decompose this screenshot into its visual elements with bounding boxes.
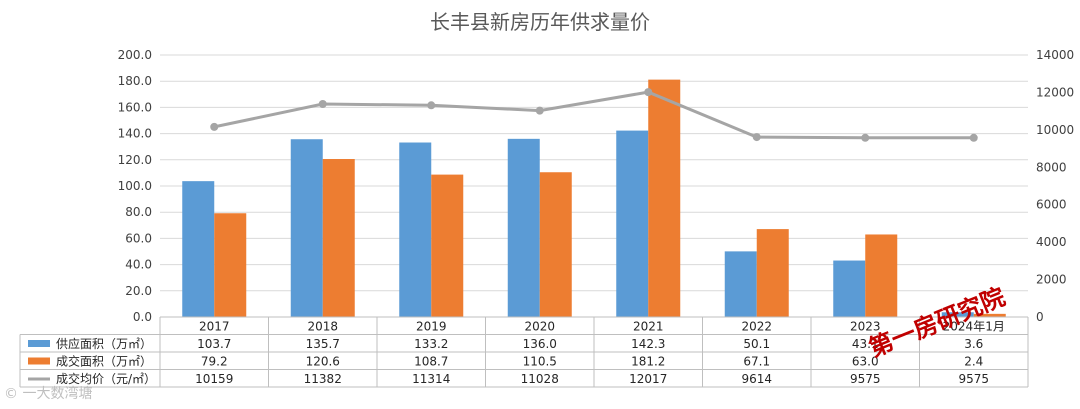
data-label: 133.2 [414,337,448,351]
series-name: 供应面积（万㎡） [56,336,152,351]
bar-supply [507,138,540,317]
y-right-tick-label: 2000 [1036,273,1067,287]
data-label: 9614 [741,372,772,386]
price-point [210,122,219,131]
data-label: 67.1 [743,355,770,369]
data-label: 9575 [958,372,989,386]
y-right-tick-label: 12000 [1036,85,1074,99]
bar-deal [539,172,572,317]
bar-supply [182,181,215,317]
category-label: 2019 [416,320,447,334]
bar-supply [724,251,757,317]
category-label: 2017 [199,320,230,334]
data-label: 110.5 [523,355,557,369]
bar-supply [833,260,866,317]
y-left-tick-label: 80.0 [125,205,152,219]
bar-deal [756,229,789,317]
data-label: 135.7 [306,337,340,351]
series-name: 成交均价（元/㎡） [56,371,156,386]
bar-deal [214,213,247,317]
data-table: 2017 2018 2019 2020 2021 2022 2023 2024年1月供应面积（… [19,316,1029,388]
data-label: 79.2 [201,355,228,369]
y-left-tick-label: 140.0 [118,127,152,141]
category-label: 2020 [524,320,555,334]
data-label: 2.4 [964,355,983,369]
y-left-tick-label: 160.0 [118,100,152,114]
gridlines [160,54,1028,318]
bar-supply [941,312,974,317]
price-point [318,99,327,108]
data-label: 9575 [850,372,881,386]
data-label: 43.1 [852,337,879,351]
y-left-tick-label: 200.0 [118,48,152,62]
bar-supply [616,130,649,317]
price-point [427,101,436,110]
y-left-tick-label: 120.0 [118,153,152,167]
price-point [535,106,544,115]
category-label: 2024年1月 [943,320,1005,334]
price-point [644,88,653,97]
y-left-tick-label: 180.0 [118,74,152,88]
chart-title: 长丰县新房历年供求量价 [430,10,650,34]
price-point [752,133,761,142]
y-left-tick-label: 100.0 [118,179,152,193]
y-right-tick-label: 4000 [1036,235,1067,249]
category-label: 2021 [633,320,664,334]
data-label: 142.3 [631,337,665,351]
y-right-tick-label: 6000 [1036,198,1067,212]
y-left-tick-label: 60.0 [125,231,152,245]
watermark-corner: © 一大数湾塘 [4,385,92,402]
series-name: 成交面积（万㎡） [56,354,152,369]
y-left-tick-label: 0.0 [133,310,152,324]
y-left-tick-label: 20.0 [125,284,152,298]
bar-deal [973,313,1006,317]
legend-swatch [28,357,50,365]
y-left-tick-label: 40.0 [125,258,152,272]
price-point [969,133,978,142]
bar-supply [399,142,432,317]
data-label: 3.6 [964,337,983,351]
y-right-tick-label: 10000 [1036,123,1074,137]
data-label: 11314 [412,372,450,386]
category-label: 2023 [850,320,881,334]
data-label: 120.6 [306,355,340,369]
bar-deal [322,159,355,317]
data-label: 136.0 [523,337,557,351]
category-label: 2022 [741,320,772,334]
data-label: 181.2 [631,355,665,369]
data-label: 63.0 [852,355,879,369]
data-label: 50.1 [743,337,770,351]
y-axis-right: 0 2000 4000 6000 8000 10000 12000 14000 [1036,48,1074,324]
bar-deal [648,79,681,318]
y-right-tick-label: 8000 [1036,160,1067,174]
data-label: 11028 [521,372,559,386]
bars [182,79,1006,318]
category-label: 2018 [307,320,338,334]
data-label: 103.7 [197,337,231,351]
price-line-path [213,90,974,140]
y-axis-left: 0.0 20.0 40.0 60.0 80.0 100.0 120.0 140.0 160.0 1… [118,48,152,324]
data-label: 11382 [304,372,342,386]
data-label: 108.7 [414,355,448,369]
bar-deal [865,234,898,317]
price-line [210,88,978,142]
bar-deal [431,174,464,317]
data-label: 10159 [195,372,233,386]
y-right-tick-label: 14000 [1036,48,1074,62]
price-point [861,133,870,142]
data-label: 12017 [629,372,667,386]
legend-swatch [28,340,50,347]
bar-supply [290,139,323,317]
y-right-tick-label: 0 [1036,310,1044,324]
